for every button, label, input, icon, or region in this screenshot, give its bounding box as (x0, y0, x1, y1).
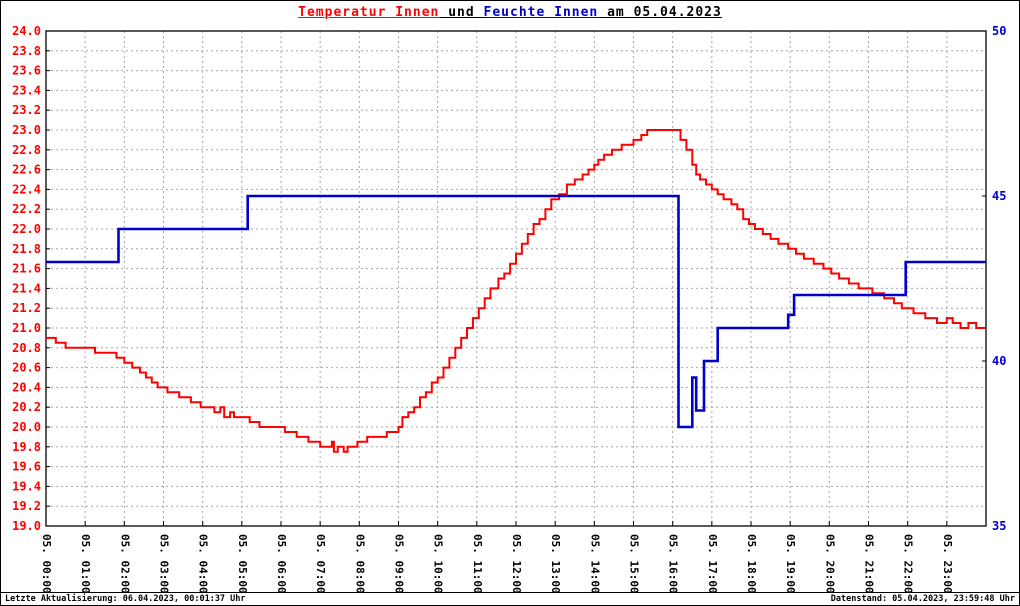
x-axis-tick-label: 05. 18:00 (745, 534, 758, 594)
x-axis-tick-label: 05. 02:00 (118, 534, 131, 594)
left-axis-tick-label: 24.0 (12, 24, 41, 38)
left-axis-tick-label: 20.2 (12, 400, 41, 414)
left-axis-tick-label: 19.0 (12, 519, 41, 533)
x-axis-tick-label: 05. 10:00 (432, 534, 445, 594)
left-axis-tick-label: 19.6 (12, 460, 41, 474)
left-axis-tick-label: 22.4 (12, 182, 41, 196)
left-axis-tick-label: 20.4 (12, 380, 41, 394)
right-axis-tick-label: 35 (992, 519, 1006, 533)
x-axis-tick-label: 05. 00:00 (40, 534, 53, 594)
left-axis-tick-label: 22.6 (12, 163, 41, 177)
x-axis-tick-label: 05. 21:00 (863, 534, 876, 594)
left-axis-tick-label: 19.4 (12, 479, 41, 493)
humidity-series-line (46, 194, 986, 429)
left-axis-tick-label: 21.4 (12, 281, 41, 295)
x-axis-tick-label: 05. 14:00 (588, 534, 601, 594)
left-axis-tick-label: 20.0 (12, 420, 41, 434)
data-timestamp-text: Datenstand: 05.04.2023, 23:59:48 Uhr (830, 594, 1015, 604)
right-axis-tick-label: 50 (992, 24, 1006, 38)
left-axis-tick-label: 23.2 (12, 103, 41, 117)
x-axis-tick-label: 05. 20:00 (823, 534, 836, 594)
left-axis-tick-label: 19.2 (12, 499, 41, 513)
x-axis-tick-label: 05. 03:00 (158, 534, 171, 594)
left-axis-tick-label: 21.2 (12, 301, 41, 315)
left-axis-tick-label: 21.0 (12, 321, 41, 335)
left-axis-tick-label: 20.8 (12, 341, 41, 355)
x-axis-tick-label: 05. 05:00 (236, 534, 249, 594)
left-axis-tick-label: 20.6 (12, 361, 41, 375)
left-axis-tick-label: 22.0 (12, 222, 41, 236)
x-axis-tick-label: 05. 04:00 (197, 534, 210, 594)
x-axis-tick-label: 05. 09:00 (393, 534, 406, 594)
footer-bar: Letzte Aktualisierung: 06.04.2023, 00:01… (1, 592, 1019, 605)
x-axis-tick-label: 05. 15:00 (628, 534, 641, 594)
title-temperature-label: Temperatur Innen (298, 5, 440, 20)
temperature-series-line (46, 129, 986, 453)
x-axis-tick-label: 05. 16:00 (667, 534, 680, 594)
x-axis-tick-label: 05. 07:00 (314, 534, 327, 594)
left-axis-tick-label: 22.8 (12, 143, 41, 157)
right-axis-tick-label: 40 (992, 354, 1006, 368)
left-axis-tick-label: 21.6 (12, 262, 41, 276)
left-axis-tick-label: 19.8 (12, 440, 41, 454)
x-axis-tick-label: 05. 22:00 (902, 534, 915, 594)
chart-canvas: 19.0 19.2 19.4 19.6 19.8 20.0 20.2 20.4 20.6 20.8… (12, 24, 1006, 594)
x-axis-tick-label: 05. 06:00 (275, 534, 288, 594)
left-axis-tick-label: 22.2 (12, 202, 41, 216)
x-axis-tick-label: 05. 19:00 (784, 534, 797, 594)
x-axis-tick-label: 05. 11:00 (471, 534, 484, 594)
last-update-text: Letzte Aktualisierung: 06.04.2023, 00:01… (5, 594, 246, 604)
chart-title: Temperatur Innen und Feuchte Innen am 05… (1, 5, 1019, 20)
title-connector: und (439, 5, 484, 20)
x-axis-tick-label: 05. 13:00 (549, 534, 562, 594)
left-axis-tick-label: 23.4 (12, 83, 41, 97)
left-axis-tick-label: 23.8 (12, 44, 41, 58)
left-axis-tick-label: 23.0 (12, 123, 41, 137)
x-axis-tick-label: 05. 08:00 (353, 534, 366, 594)
x-axis-tick-label: 05. 17:00 (706, 534, 719, 594)
left-axis-tick-label: 23.6 (12, 64, 41, 78)
right-axis-tick-label: 45 (992, 189, 1006, 203)
left-axis-tick-label: 21.8 (12, 242, 41, 256)
x-axis-tick-label: 05. 12:00 (510, 534, 523, 594)
x-axis-tick-label: 05. 23:00 (941, 534, 954, 594)
title-date: am 05.04.2023 (598, 5, 722, 20)
x-axis-tick-label: 05. 01:00 (79, 534, 92, 594)
title-humidity-label: Feuchte Innen (483, 5, 599, 20)
